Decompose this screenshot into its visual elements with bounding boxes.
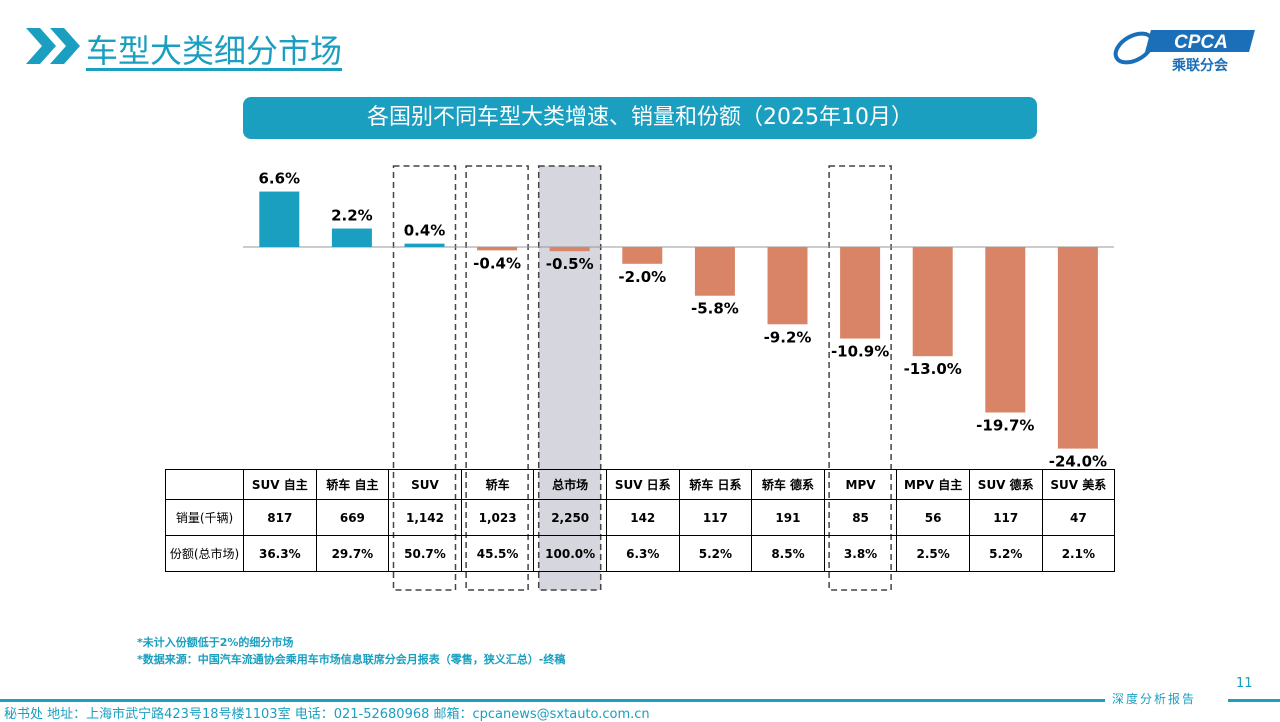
footer-divider	[0, 699, 1105, 702]
table-cell: 2,250	[533, 499, 607, 536]
bar	[404, 243, 445, 247]
data-label: 2.2%	[331, 207, 373, 225]
column-header: MPV	[823, 469, 898, 500]
table-cell: 36.3%	[243, 535, 317, 572]
column-header: SUV 自主	[243, 469, 317, 500]
note-threshold: *未计入份额低于2%的细分市场	[137, 636, 294, 649]
column-header: 总市场	[533, 469, 607, 500]
column-header: SUV 德系	[968, 469, 1043, 500]
table-cell: 1,142	[388, 499, 462, 536]
bar	[694, 247, 735, 296]
data-label: 0.4%	[404, 222, 446, 240]
table-cell: 817	[243, 499, 317, 536]
cpca-logo: CPCA 乘联分会	[1113, 30, 1255, 74]
table-cell: 29.7%	[315, 535, 390, 572]
corner-cell	[165, 469, 244, 500]
bar	[840, 247, 881, 339]
note-source: *数据来源：中国汽车流通协会乘用车市场信息联席分会月报表（零售，狭义汇总）-终稿	[137, 653, 566, 666]
table-cell: 8.5%	[751, 535, 825, 572]
highlight-box	[392, 165, 457, 591]
row-header: 份额(总市场)	[165, 535, 244, 572]
table-cell: 45.5%	[460, 535, 535, 572]
table-cell: 1,023	[460, 499, 535, 536]
footer-tag: 深度分析报告	[1112, 692, 1197, 706]
row-header: 销量(千辆)	[165, 499, 244, 536]
table-cell: 47	[1041, 499, 1116, 536]
table-cell: 56	[896, 499, 970, 536]
chart-title-banner: 各国别不同车型大类增速、销量和份额（2025年10月）	[243, 97, 1037, 139]
table-cell: 5.2%	[678, 535, 753, 572]
bar	[985, 247, 1026, 413]
column-header: 轿车 德系	[751, 469, 825, 500]
chevron-icon	[26, 28, 80, 64]
page-title: 车型大类细分市场	[86, 32, 343, 70]
data-label: -9.2%	[764, 328, 812, 346]
data-table: SUV 自主 轿车 自主 SUV 轿车 总市场 SUV 日系 轿车 日系 轿车 德系 MPV MP…	[165, 469, 1116, 572]
column-header: MPV 自主	[896, 469, 970, 500]
footer-divider	[1228, 699, 1280, 702]
data-label: -19.7%	[976, 416, 1034, 434]
table-cell: 3.8%	[823, 535, 898, 572]
data-label: -2.0%	[618, 268, 666, 286]
table-cell: 85	[823, 499, 898, 536]
table-cell: 50.7%	[388, 535, 462, 572]
table-cell: 191	[751, 499, 825, 536]
bar	[912, 247, 953, 357]
table-cell: 6.3%	[605, 535, 680, 572]
highlight-box	[828, 165, 892, 591]
footer-address: 秘书处 地址：上海市武宁路423号18号楼1103室 电话：021-526809…	[4, 707, 650, 722]
table-cell: 669	[315, 499, 390, 536]
bar	[477, 247, 518, 251]
highlight-box	[465, 165, 529, 591]
table-cell: 117	[678, 499, 753, 536]
bar	[1057, 247, 1098, 449]
bar	[622, 247, 663, 264]
table-cell: 5.2%	[968, 535, 1043, 572]
bar	[549, 247, 590, 252]
column-header: SUV 美系	[1041, 469, 1116, 500]
data-label: 6.6%	[258, 170, 300, 188]
table-cell: 100.0%	[533, 535, 607, 572]
data-label: -0.5%	[546, 255, 594, 273]
svg-text:乘联分会: 乘联分会	[1171, 57, 1229, 74]
data-label: -10.9%	[831, 343, 889, 361]
page-number: 11	[1236, 676, 1253, 691]
data-label: -5.8%	[691, 300, 739, 318]
bar	[767, 247, 808, 325]
table-cell: 117	[968, 499, 1043, 536]
data-label: -13.0%	[904, 360, 962, 378]
bar	[331, 228, 372, 247]
column-header: SUV	[388, 469, 462, 500]
bar	[259, 191, 300, 247]
table-cell: 142	[605, 499, 680, 536]
svg-text:CPCA: CPCA	[1174, 32, 1228, 53]
table-cell: 2.5%	[896, 535, 970, 572]
column-header: 轿车	[460, 469, 535, 500]
column-header: 轿车 日系	[678, 469, 753, 500]
column-header: 轿车 自主	[315, 469, 390, 500]
data-label: -24.0%	[1049, 453, 1107, 471]
table-cell: 2.1%	[1041, 535, 1116, 572]
column-header: SUV 日系	[605, 469, 680, 500]
data-label: -0.4%	[473, 254, 521, 272]
